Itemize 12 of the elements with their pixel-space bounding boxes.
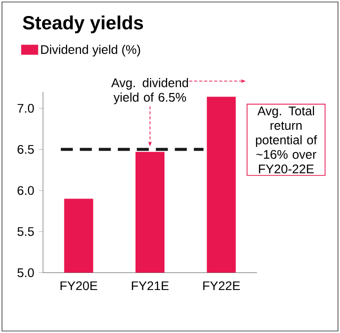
y-tick-label: 6.5 [18,144,34,154]
x-tick-label: FY21E [132,281,169,290]
x-tick-label: FY22E [203,281,240,290]
text: Avg. Total return potential of ~16% over FY20-22E [256,106,318,174]
x-tick-label: FY20E [60,281,98,290]
annotation: Avg. dividend yield of 6.5% [111,78,188,104]
y-tick-label: 6.0 [18,186,34,195]
y-tick-label: 5.0 [17,268,34,278]
y-tick-label: 7.0 [18,104,34,113]
legend-label: Dividend yield (%) [41,44,140,56]
y-tick-label: 5.5 [17,227,34,236]
chart-title: Steady yields [22,16,143,34]
